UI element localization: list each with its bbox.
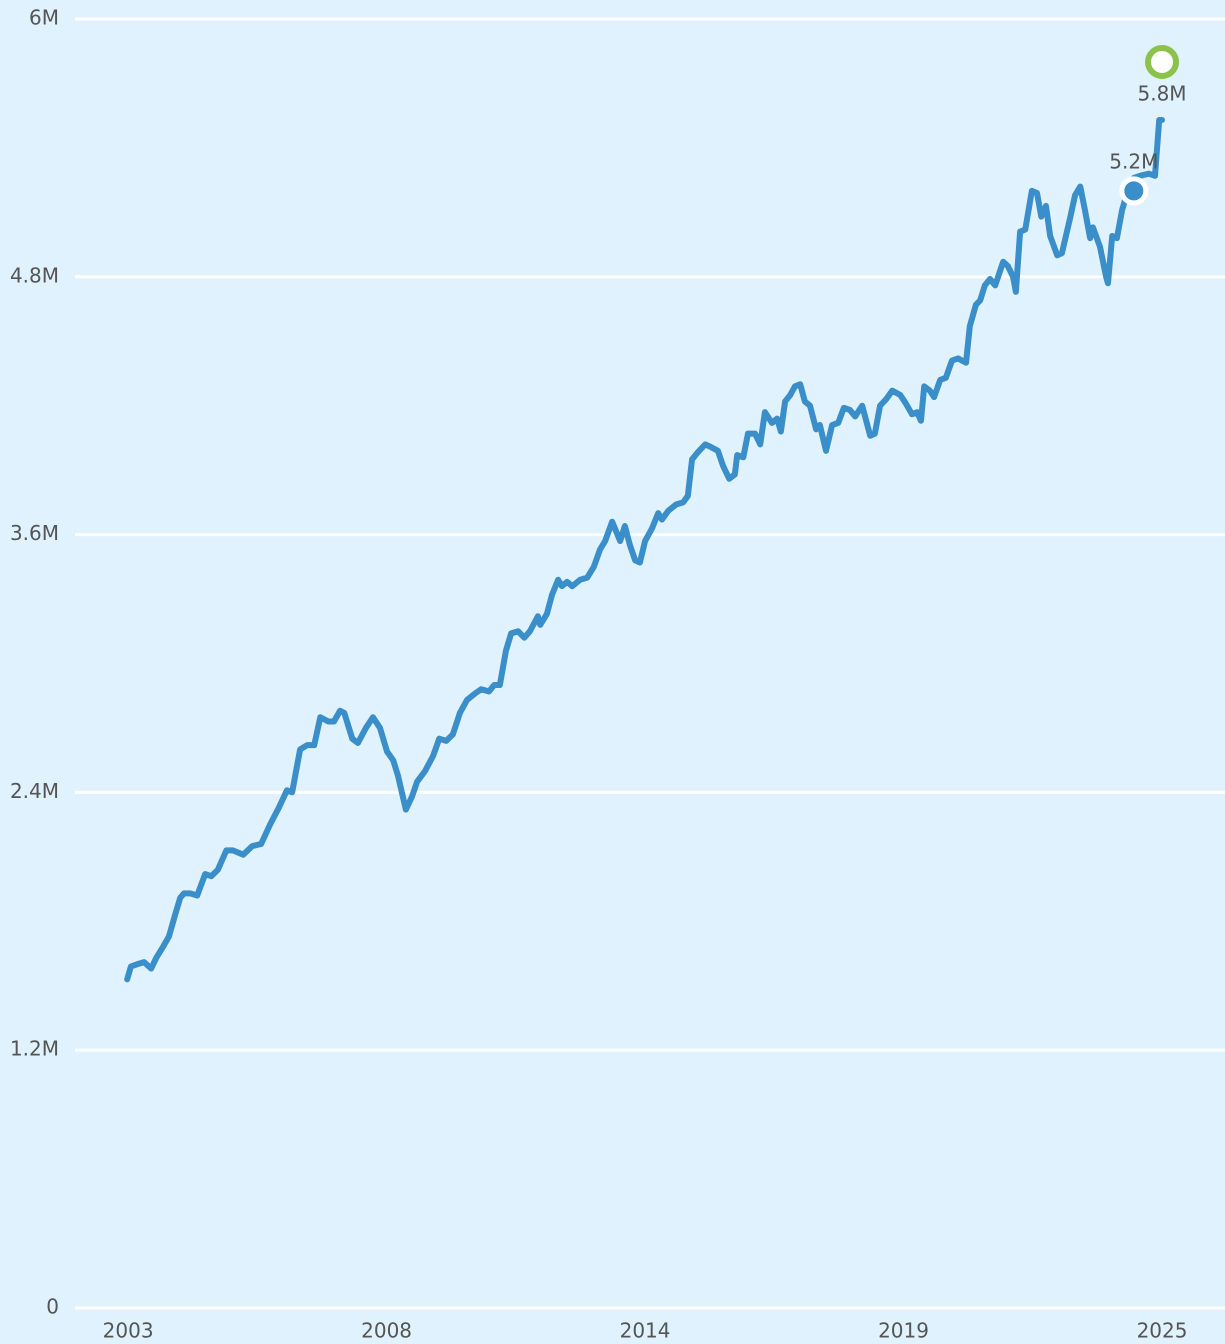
highlight-marker	[1119, 176, 1149, 206]
y-tick-label: 0	[46, 1295, 59, 1319]
y-tick-label: 4.8M	[10, 263, 59, 287]
highlight-label: 5.8M	[1137, 81, 1186, 105]
highlight-marker	[1145, 44, 1180, 79]
x-tick-label: 2014	[620, 1319, 671, 1343]
y-tick-label: 1.2M	[10, 1037, 59, 1061]
x-tick-label: 2008	[361, 1319, 412, 1343]
line-series	[124, 116, 1166, 983]
x-tick-label: 2025	[1137, 1319, 1188, 1343]
x-tick-label: 2003	[103, 1319, 154, 1343]
highlight-label: 5.2M	[1109, 149, 1158, 173]
y-tick-label: 6M	[29, 6, 59, 30]
x-tick-label: 2019	[878, 1319, 929, 1343]
y-tick-label: 2.4M	[10, 779, 59, 803]
y-tick-label: 3.6M	[10, 521, 59, 545]
